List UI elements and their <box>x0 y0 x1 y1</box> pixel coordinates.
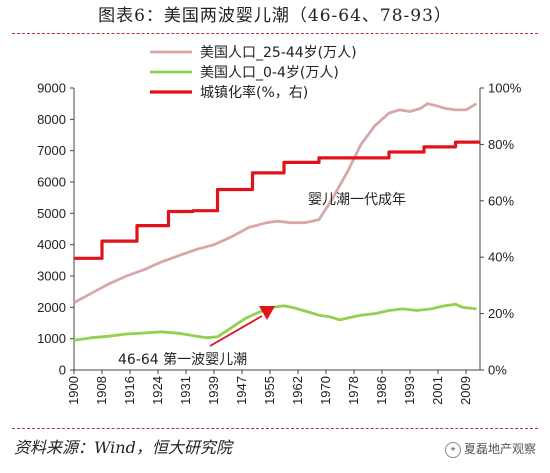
y-right-tick-label: 0% <box>488 363 507 378</box>
y-left-tick-label: 0 <box>59 363 66 378</box>
watermark-text: 夏磊地产观察 <box>463 442 536 456</box>
y-left-tick-label: 7000 <box>37 143 66 158</box>
y-right-tick-label: 20% <box>488 306 514 321</box>
x-tick-label: 1900 <box>66 376 81 405</box>
annotation-first-boom: 46-64 第一波婴儿潮 <box>118 351 247 368</box>
y-left-tick-label: 9000 <box>37 81 66 96</box>
wechat-icon: ✦ <box>444 441 461 458</box>
series-line-2 <box>73 302 477 342</box>
y-left-tick-label: 6000 <box>37 175 66 190</box>
legend-label: 美国人口_25-44岁(万人) <box>200 45 357 61</box>
y-right-tick-label: 60% <box>488 193 514 208</box>
x-tick-label: 1924 <box>150 376 165 405</box>
chart-title: 图表6：美国两波婴儿潮（46-64、78-93） <box>98 6 452 26</box>
y-left-tick-label: 8000 <box>37 112 66 127</box>
legend-label: 城镇化率(%，右) <box>200 84 308 101</box>
x-tick-label: 1947 <box>234 376 249 405</box>
x-tick-label: 1908 <box>94 376 109 405</box>
y-left-tick-label: 3000 <box>37 269 66 284</box>
x-tick-label: 1970 <box>318 376 333 405</box>
y-right-tick-label: 100% <box>488 81 522 96</box>
x-tick-label: 1962 <box>290 376 305 405</box>
title-bar: 图表6：美国两波婴儿潮（46-64、78-93） <box>0 0 550 34</box>
series-line-3 <box>74 140 480 260</box>
x-tick-label: 1916 <box>122 376 137 405</box>
series-line-1 <box>73 102 478 304</box>
source-note: 资料来源：Wind，恒大研究院 <box>14 438 232 457</box>
y-right-tick-label: 80% <box>488 137 514 152</box>
y-left-tick-label: 2000 <box>37 300 66 315</box>
x-tick-label: 1986 <box>374 376 389 405</box>
chart-svg: 0 1000 2000 3000 4000 5000 6000 7000 8000 9000 0% 2… <box>37 45 522 405</box>
y-left-tick-label: 4000 <box>37 237 66 252</box>
x-tick-label: 2001 <box>430 376 445 405</box>
y-left-tick-label: 5000 <box>37 206 66 221</box>
x-tick-label: 1931 <box>178 376 193 405</box>
x-tick-label: 1978 <box>346 376 361 405</box>
x-tick-label: 1939 <box>206 376 221 405</box>
x-tick-label: 1955 <box>262 376 277 405</box>
legend-label: 美国人口_0-4岁(万人) <box>200 65 339 81</box>
title-divider <box>12 33 538 34</box>
annotation-baby-boom-adult: 婴儿潮一代成年 <box>308 192 406 208</box>
x-tick-label: 2009 <box>458 376 473 405</box>
annotation-arrow-line <box>209 315 263 347</box>
x-tick-label: 1993 <box>402 376 417 405</box>
source-divider <box>12 428 538 429</box>
annotation-arrow-head <box>259 306 275 320</box>
watermark: ✦ 夏磊地产观察 <box>444 440 536 458</box>
y-right-tick-label: 40% <box>488 250 514 265</box>
y-left-tick-label: 1000 <box>37 331 66 346</box>
